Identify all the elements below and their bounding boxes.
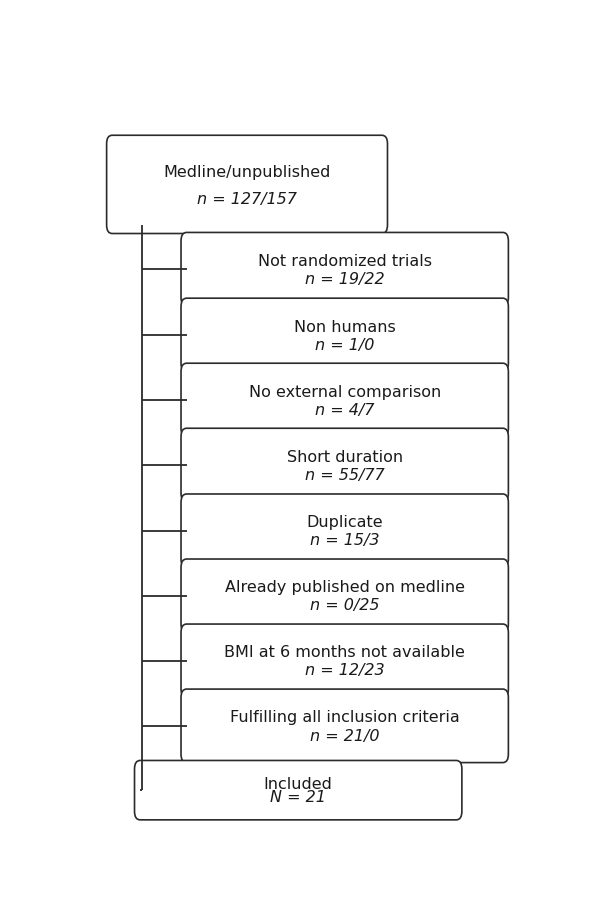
FancyBboxPatch shape — [181, 232, 508, 306]
FancyBboxPatch shape — [181, 364, 508, 437]
Text: Included: Included — [264, 777, 332, 791]
FancyBboxPatch shape — [181, 428, 508, 502]
Text: Non humans: Non humans — [294, 319, 395, 334]
Text: n = 1/0: n = 1/0 — [315, 338, 374, 353]
FancyBboxPatch shape — [134, 760, 462, 820]
FancyBboxPatch shape — [181, 559, 508, 633]
Text: BMI at 6 months not available: BMI at 6 months not available — [224, 645, 465, 660]
Text: Not randomized trials: Not randomized trials — [258, 253, 432, 269]
Text: n = 55/77: n = 55/77 — [305, 467, 385, 483]
FancyBboxPatch shape — [107, 135, 388, 233]
Text: Already published on medline: Already published on medline — [224, 580, 465, 596]
Text: Fulfilling all inclusion criteria: Fulfilling all inclusion criteria — [230, 711, 460, 725]
Text: n = 0/25: n = 0/25 — [310, 599, 379, 613]
FancyBboxPatch shape — [181, 624, 508, 698]
Text: Short duration: Short duration — [287, 450, 403, 465]
FancyBboxPatch shape — [181, 494, 508, 567]
Text: n = 12/23: n = 12/23 — [305, 664, 385, 678]
Text: n = 15/3: n = 15/3 — [310, 533, 379, 548]
Text: N = 21: N = 21 — [270, 790, 326, 805]
Text: n = 19/22: n = 19/22 — [305, 272, 385, 287]
Text: Duplicate: Duplicate — [307, 515, 383, 531]
Text: n = 4/7: n = 4/7 — [315, 403, 374, 418]
Text: n = 21/0: n = 21/0 — [310, 729, 379, 744]
FancyBboxPatch shape — [181, 689, 508, 763]
FancyBboxPatch shape — [181, 298, 508, 372]
Text: No external comparison: No external comparison — [248, 385, 441, 399]
Text: Medline/unpublished: Medline/unpublished — [163, 165, 331, 181]
Text: n = 127/157: n = 127/157 — [197, 192, 297, 207]
